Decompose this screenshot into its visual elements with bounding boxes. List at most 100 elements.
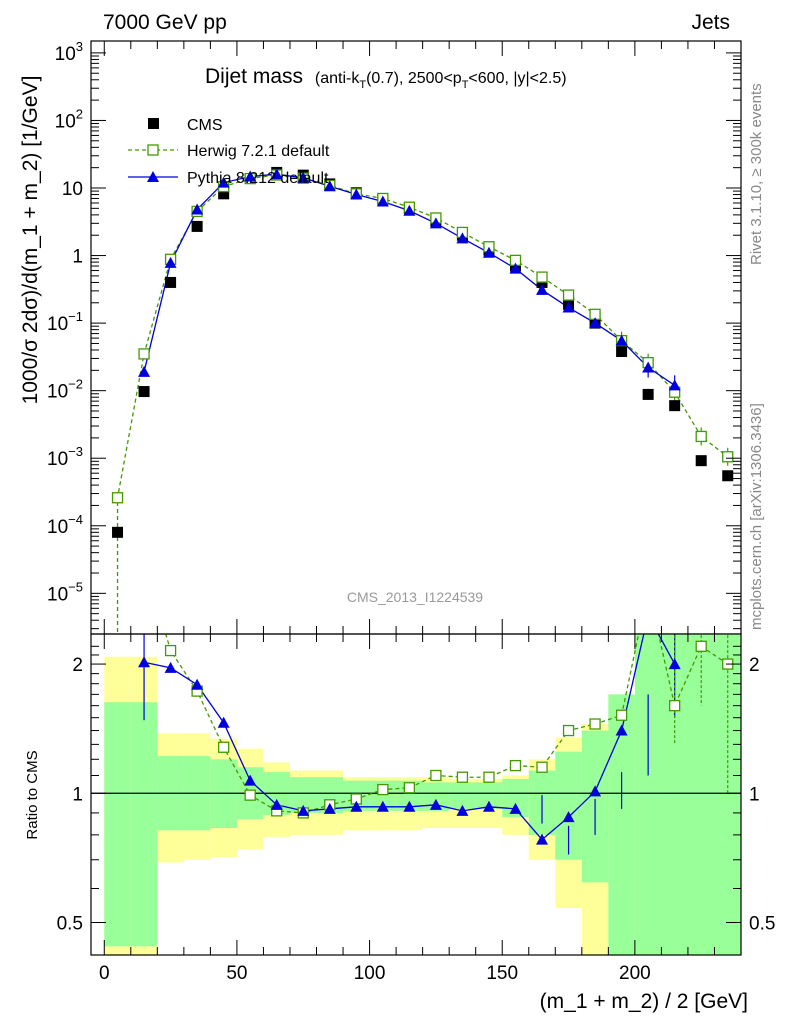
main-y-tick-base: 10	[55, 111, 76, 132]
herwig-ratio-point	[615, 709, 628, 721]
pythia-ratio-point	[536, 833, 549, 845]
pythia-data-point	[509, 262, 522, 274]
cms-data-point	[642, 388, 654, 400]
ratio-xlabel: (m_1 + m_2) / 2 [GeV]	[540, 990, 748, 1013]
pythia-ratio-point	[323, 802, 336, 814]
uncertainty-band-inner	[608, 694, 635, 955]
main-y-tick-exp: 3	[76, 39, 83, 54]
legend-label-herwig: Herwig 7.2.1 default	[187, 143, 330, 160]
pythia-data-point	[456, 232, 469, 244]
plot-title: Dijet mass (anti-kT(0.7), 2500<pT<600, |…	[205, 65, 567, 91]
cms-data-point	[218, 188, 230, 200]
pythia-data-point	[668, 379, 681, 391]
legend-entry-cms: CMS	[148, 117, 223, 134]
pythia-data-point	[191, 203, 204, 215]
herwig-main-line	[116, 174, 729, 634]
main-y-tick-label: 10−2	[47, 377, 83, 403]
pythia-data-point	[429, 217, 442, 229]
main-y-tick-label: 10−5	[47, 579, 83, 605]
pythia-data-point	[376, 195, 389, 207]
herwig-ratio-point	[669, 700, 681, 712]
pythia-data-point	[403, 204, 416, 216]
herwig-ratio-point	[695, 640, 707, 652]
main-y-tick-base: 10	[47, 449, 68, 470]
pythia-ratio-point	[270, 798, 283, 810]
main-series-layer	[111, 166, 734, 634]
pythia-ratio-point	[403, 800, 416, 812]
pythia-data-point	[350, 188, 363, 200]
pythia-ratio-point	[244, 774, 257, 786]
legend-label-cms: CMS	[187, 117, 223, 134]
ratio-x-tick-label: 150	[486, 963, 518, 984]
herwig-data-point	[562, 289, 575, 301]
herwig-data-point	[138, 348, 150, 360]
pythia-data-point	[217, 176, 230, 188]
pythia-ratio-point	[164, 661, 177, 673]
cms-data-point	[616, 345, 628, 357]
pythia-ratio-point	[562, 811, 575, 823]
ratio-x-tick-label: 200	[619, 963, 651, 984]
mcplots-label: mcplots.cern.ch [arXiv:1306.3436]	[748, 403, 765, 630]
legend-marker-cms	[148, 118, 159, 129]
ratio-ylabel: Ratio to CMS	[24, 750, 41, 839]
main-y-tick-label: 102	[55, 106, 83, 132]
main-y-tick-base: 10	[55, 44, 76, 65]
uncertainty-band-inner	[449, 782, 476, 809]
ratio-y-tick-label-right: 0.5	[749, 913, 775, 934]
cms-data-point	[722, 470, 734, 482]
pythia-data-point	[536, 283, 549, 295]
main-ylabel: 1000/σ 2dσ)/d(m_1 + m_2) [1/GeV]	[19, 76, 42, 405]
herwig-ratio-point	[483, 771, 495, 783]
title-main: Dijet mass	[205, 65, 303, 88]
cms-data-point	[138, 386, 150, 398]
herwig-data-point	[722, 451, 734, 463]
main-y-tick-label: 10−1	[47, 309, 83, 335]
header-right: Jets	[691, 11, 730, 34]
cms-data-point	[191, 220, 203, 232]
pythia-data-point	[270, 168, 283, 180]
ratio-x-tick-label: 0	[99, 963, 110, 984]
analysis-watermark: CMS_2013_I1224539	[347, 589, 483, 605]
uncertainty-band-inner	[130, 702, 158, 947]
legend-marker-herwig	[147, 144, 159, 156]
pythia-ratio-point	[217, 716, 230, 728]
main-y-tick-base: 10	[47, 584, 68, 605]
pythia-ratio-point	[509, 802, 522, 814]
pythia-ratio-point	[191, 678, 204, 690]
ratio-y-tick-label-left: 2	[72, 655, 83, 676]
cms-data-point	[112, 526, 124, 538]
main-y-tick-exp: −1	[68, 309, 83, 324]
main-y-tick-exp: −3	[68, 444, 83, 459]
ratio-y-tick-label-left: 1	[72, 784, 83, 805]
pythia-ratio-point	[138, 656, 151, 668]
pythia-data-point	[482, 246, 495, 258]
herwig-ratio-point	[643, 583, 653, 593]
title-detail-a: (anti-k	[315, 70, 360, 87]
main-y-tick-exp: −2	[68, 377, 83, 392]
legend-entry-pythia: Pythia 8.212 default	[128, 170, 329, 187]
pythia-ratio-point	[297, 804, 310, 816]
pythia-ratio-point	[668, 658, 681, 670]
herwig-ratio-point	[536, 761, 548, 773]
ratio-frame	[90, 633, 742, 956]
herwig-ratio-point	[430, 769, 442, 782]
herwig-ratio-point	[562, 724, 575, 737]
ratio-x-tick-label: 50	[226, 963, 247, 984]
herwig-ratio-point	[509, 759, 522, 772]
main-y-tick-label: 10−3	[47, 444, 83, 470]
herwig-ratio-point	[589, 718, 601, 730]
title-detail-c: <600, |y|<2.5)	[468, 70, 566, 87]
main-y-tick-label: 10−4	[47, 512, 83, 538]
rivet-label: Rivet 3.1.10, ≥ 300k events	[748, 83, 765, 265]
herwig-ratio-point	[377, 783, 389, 796]
main-y-tick-label: 1	[72, 247, 83, 268]
pythia-ratio-point	[429, 798, 442, 810]
pythia-ratio-point	[482, 800, 495, 812]
herwig-data-point	[695, 430, 707, 443]
main-y-tick-label: 10	[62, 179, 83, 200]
pythia-data-point	[297, 171, 310, 183]
legend-entry-herwig: Herwig 7.2.1 default	[128, 143, 330, 160]
cms-data-point	[669, 400, 681, 412]
